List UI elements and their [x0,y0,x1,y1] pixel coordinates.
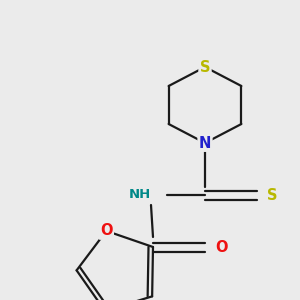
Text: S: S [200,59,210,74]
Text: O: O [100,224,112,238]
Text: S: S [267,188,278,202]
Text: O: O [215,239,227,254]
Text: NH: NH [129,188,151,202]
Text: N: N [199,136,211,151]
